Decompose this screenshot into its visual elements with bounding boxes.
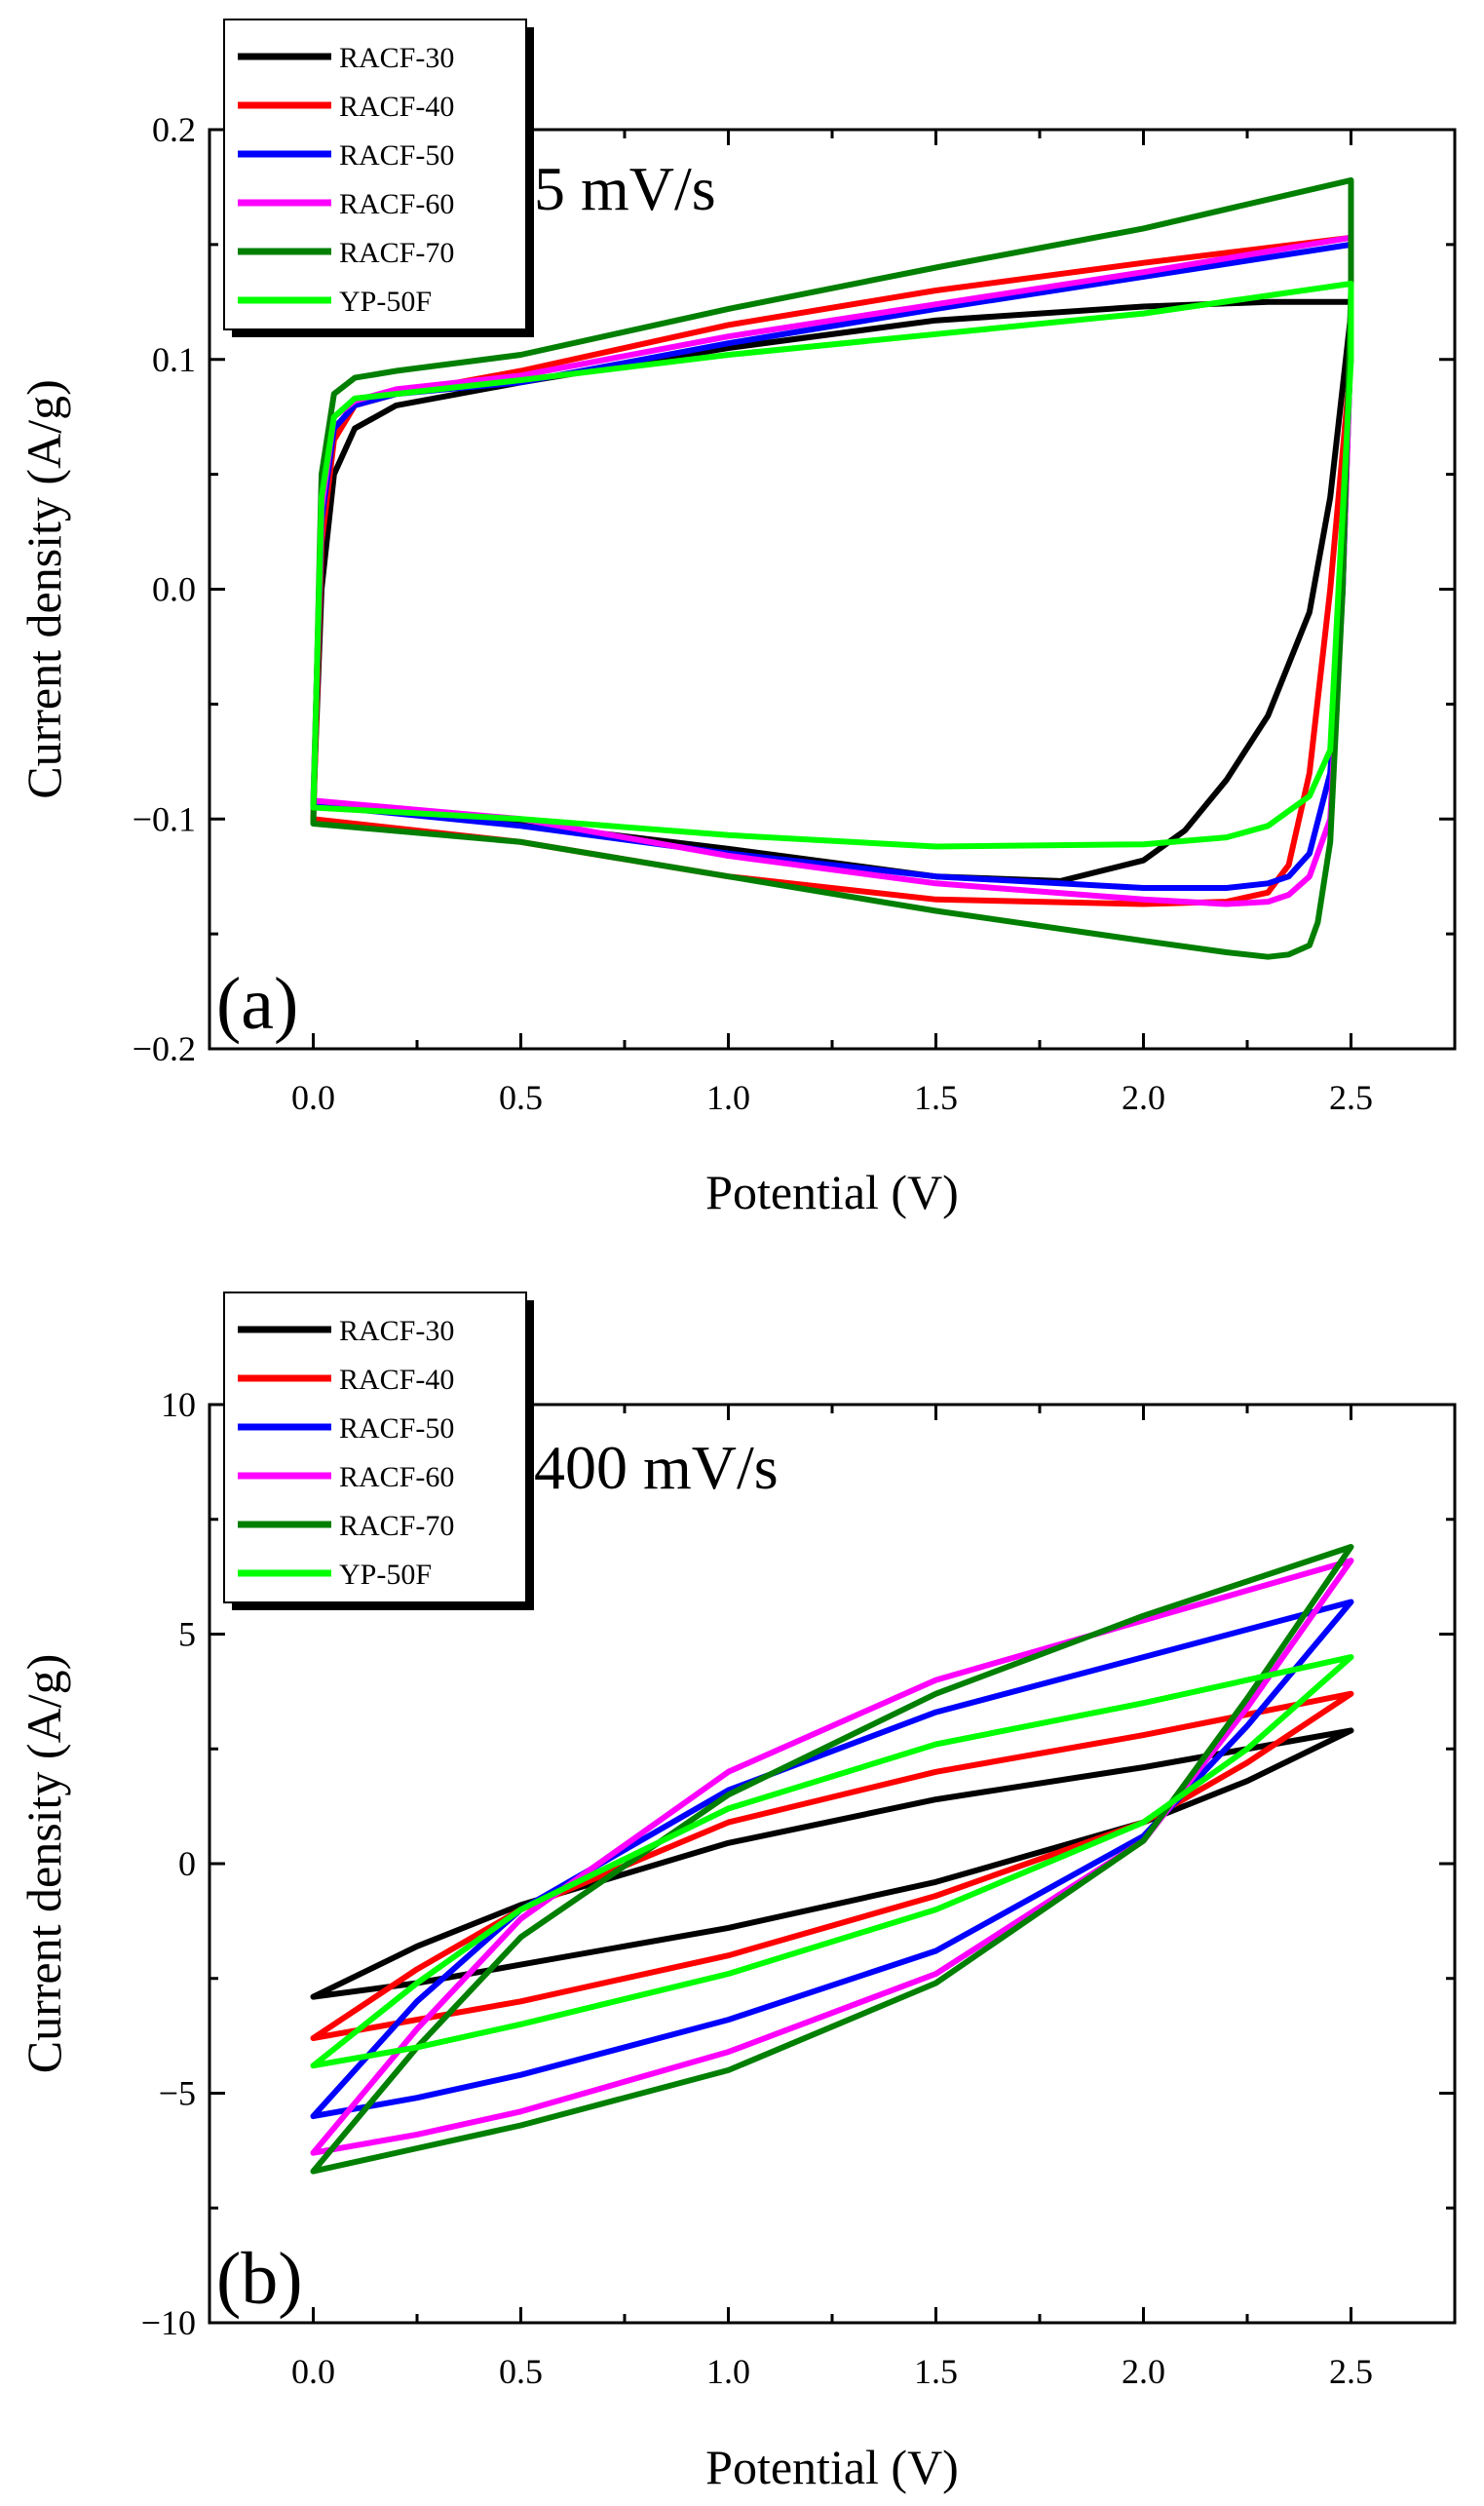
series-line-racf-70 — [310, 176, 1354, 960]
scan-rate-annotation: 400 mV/s — [534, 1433, 779, 1502]
legend-label: RACF-50 — [339, 139, 454, 172]
legend-label: RACF-50 — [339, 1412, 454, 1445]
series-line-racf-30 — [310, 298, 1354, 884]
legend-label: RACF-60 — [339, 188, 454, 220]
x-tick-label: 2.5 — [1329, 1078, 1373, 1117]
legend-label: RACF-40 — [339, 1364, 454, 1396]
legend-box — [223, 1292, 527, 1603]
legend-label: RACF-60 — [339, 1461, 454, 1493]
series-group — [310, 1544, 1354, 2175]
legend-label: YP-50F — [339, 286, 432, 318]
y-tick-label: −0.2 — [133, 1029, 196, 1068]
legend-label: RACF-30 — [339, 1315, 454, 1347]
y-tick-label: 0.1 — [152, 340, 196, 379]
series-group — [310, 176, 1354, 960]
x-tick-label: 2.5 — [1329, 2352, 1373, 2391]
chart-panel-a: 0.0 0.5 1.0 1.5 2.0 2.5 −0.2 −0.1 0.0 0.1 0.2 Poten… — [17, 19, 1457, 1219]
series-line-yp-50f — [310, 281, 1354, 850]
legend: RACF-30 RACF-40 RACF-50 RACF-60 RACF-70 YP-50… — [223, 19, 534, 337]
series-line-racf-70 — [310, 1544, 1354, 2175]
y-tick-label: 5 — [178, 1615, 196, 1654]
series-line-yp-50f — [310, 1654, 1354, 2069]
legend-label: RACF-30 — [339, 42, 454, 74]
series-line-racf-60 — [310, 1558, 1354, 2156]
y-tick-label: −10 — [141, 2303, 196, 2342]
x-tick-label: 2.0 — [1122, 2352, 1165, 2391]
y-tick-label: 0.0 — [152, 570, 196, 609]
x-axis-title: Potential (V) — [705, 2440, 959, 2494]
series-line-racf-50 — [310, 1599, 1354, 2120]
series-line-racf-50 — [310, 241, 1354, 891]
x-tick-label: 0.0 — [291, 2352, 335, 2391]
legend-label: RACF-70 — [339, 1510, 454, 1542]
series-line-racf-60 — [310, 234, 1354, 907]
x-tick-label: 0.5 — [499, 2352, 543, 2391]
y-tick-label: 10 — [161, 1385, 196, 1424]
x-tick-label: 1.0 — [706, 2352, 750, 2391]
legend-label: RACF-40 — [339, 91, 454, 123]
legend-box — [223, 19, 527, 330]
x-tick-label: 0.0 — [291, 1078, 335, 1117]
x-tick-label: 0.5 — [499, 1078, 543, 1117]
legend-label: YP-50F — [339, 1559, 432, 1591]
panel-letter: (b) — [216, 2238, 303, 2320]
y-tick-label: 0 — [178, 1844, 196, 1883]
x-tick-label: 1.5 — [914, 1078, 958, 1117]
scan-rate-annotation: 5 mV/s — [534, 154, 716, 223]
x-tick-label: 1.0 — [706, 1078, 750, 1117]
y-axis-title: Current density (A/g) — [17, 1654, 71, 2073]
x-axis-title: Potential (V) — [705, 1165, 959, 1219]
y-axis-title: Current density (A/g) — [17, 379, 71, 798]
series-line-racf-40 — [310, 234, 1354, 907]
x-tick-label: 2.0 — [1122, 1078, 1165, 1117]
y-tick-label: −0.1 — [133, 799, 196, 838]
legend-label: RACF-70 — [339, 237, 454, 269]
panel-letter: (a) — [216, 963, 298, 1045]
chart-panel-b: 0.0 0.5 1.0 1.5 2.0 2.5 −10 −5 0 5 10 Potential (V)… — [17, 1292, 1457, 2494]
x-tick-label: 1.5 — [914, 2352, 958, 2391]
y-tick-label: 0.2 — [152, 110, 196, 149]
y-tick-label: −5 — [159, 2074, 196, 2113]
legend: RACF-30 RACF-40 RACF-50 RACF-60 RACF-70 YP-50… — [223, 1292, 534, 1610]
